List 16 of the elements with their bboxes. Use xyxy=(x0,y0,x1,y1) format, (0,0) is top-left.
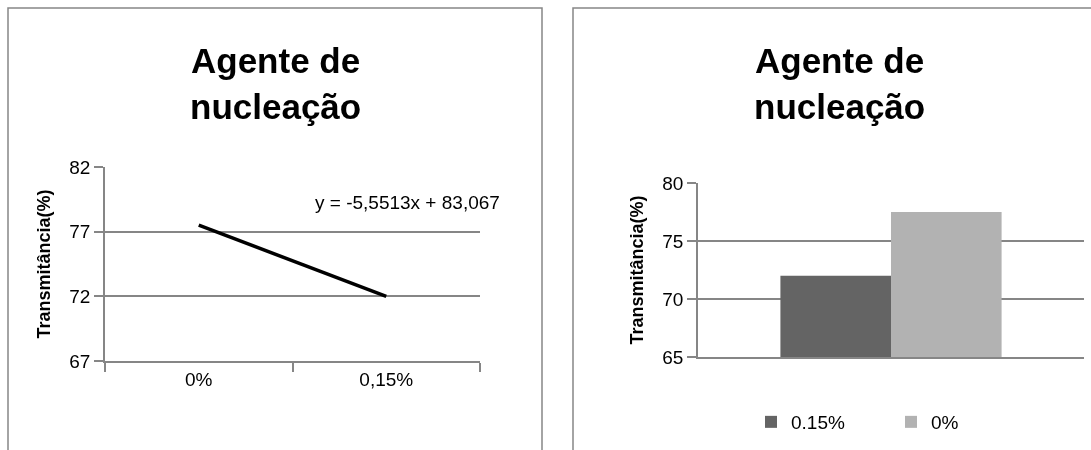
y-tick-label: 67 xyxy=(69,350,91,372)
chart-title: Agente de nucleação xyxy=(190,41,362,126)
y-tick-label: 75 xyxy=(662,230,684,252)
legend-label: 0% xyxy=(931,412,959,434)
y-tick-label: 70 xyxy=(662,288,684,310)
x-tick-label: 0,15% xyxy=(359,368,414,390)
y-axis-title: Transmitância(%) xyxy=(34,189,55,339)
y-axis-title: Transmitância(%) xyxy=(627,195,648,345)
y-tick-label: 80 xyxy=(662,172,684,194)
y-tick-label: 77 xyxy=(69,221,91,243)
annotation: y = -5,5513x + 83,067 xyxy=(315,192,500,213)
y-tick-label: 72 xyxy=(69,285,91,307)
chart-title: Agente de nucleação xyxy=(754,41,926,126)
legend-label: 0.15% xyxy=(791,412,845,434)
y-tick-label: 82 xyxy=(69,156,91,178)
y-tick-label: 65 xyxy=(662,346,684,368)
